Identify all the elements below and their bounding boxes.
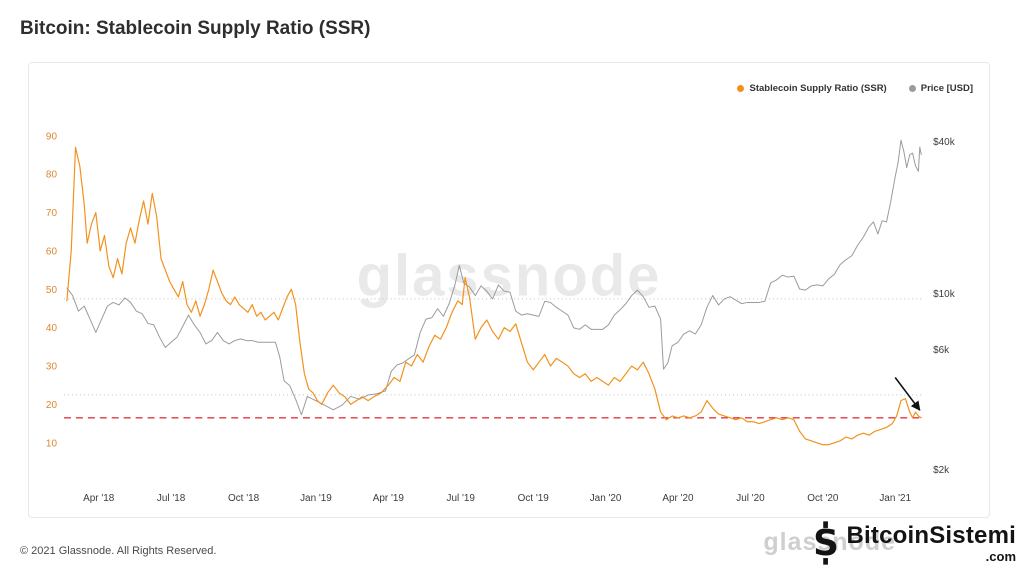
svg-text:Jul '18: Jul '18 <box>157 493 186 504</box>
svg-text:60: 60 <box>46 246 58 257</box>
svg-text:Jan '21: Jan '21 <box>879 493 911 504</box>
brand-block: glassnode S BitcoinSistemi .com <box>706 509 1016 571</box>
svg-text:S: S <box>813 523 839 564</box>
svg-text:$40k: $40k <box>933 137 955 148</box>
svg-text:30: 30 <box>46 362 58 373</box>
svg-text:50: 50 <box>46 285 58 296</box>
chart-legend: Stablecoin Supply Ratio (SSR) Price [USD… <box>737 83 973 94</box>
svg-text:Oct '20: Oct '20 <box>807 493 839 504</box>
svg-text:Jul '19: Jul '19 <box>447 493 476 504</box>
svg-text:Oct '18: Oct '18 <box>228 493 260 504</box>
bitcoin-s-icon: S <box>813 521 839 565</box>
svg-text:Jan '20: Jan '20 <box>590 493 622 504</box>
svg-text:Apr '20: Apr '20 <box>662 493 694 504</box>
legend-label-ssr: Stablecoin Supply Ratio (SSR) <box>749 83 887 94</box>
svg-text:$6k: $6k <box>933 345 949 356</box>
legend-label-price: Price [USD] <box>920 83 973 94</box>
svg-text:Oct '19: Oct '19 <box>518 493 550 504</box>
svg-text:Apr '18: Apr '18 <box>83 493 115 504</box>
glassnode-watermark: glassnode <box>356 243 662 309</box>
svg-text:20: 20 <box>46 400 58 411</box>
glassnode-brand-watermark: glassnode <box>763 528 896 556</box>
legend-item-price[interactable]: Price [USD] <box>908 83 973 94</box>
ssr-swatch-icon <box>737 85 745 92</box>
svg-text:Jan '19: Jan '19 <box>300 493 332 504</box>
svg-text:10: 10 <box>46 438 58 449</box>
svg-text:70: 70 <box>46 208 58 219</box>
copyright-text: © 2021 Glassnode. All Rights Reserved. <box>20 545 217 557</box>
ssr-price-line-chart[interactable]: 10 20 30 40 50 60 70 80 90 $2k $6k $10k $40k Apr '18 J… <box>29 63 989 517</box>
svg-text:Apr '19: Apr '19 <box>373 493 405 504</box>
brand-domain: .com <box>985 548 1016 564</box>
svg-text:$2k: $2k <box>933 465 949 476</box>
svg-text:80: 80 <box>46 170 58 181</box>
svg-text:90: 90 <box>46 131 58 142</box>
svg-text:40: 40 <box>46 323 58 334</box>
svg-text:$10k: $10k <box>933 289 955 300</box>
chart-panel: Stablecoin Supply Ratio (SSR) Price [USD… <box>28 62 990 518</box>
price-swatch-icon <box>908 85 916 92</box>
legend-item-ssr[interactable]: Stablecoin Supply Ratio (SSR) <box>737 83 887 94</box>
bitcoinsistemi-logo: S BitcoinSistemi .com <box>811 521 1016 565</box>
page-title: Bitcoin: Stablecoin Supply Ratio (SSR) <box>20 18 371 39</box>
brand-name: BitcoinSistemi <box>846 521 1016 549</box>
svg-text:Jul '20: Jul '20 <box>736 493 765 504</box>
